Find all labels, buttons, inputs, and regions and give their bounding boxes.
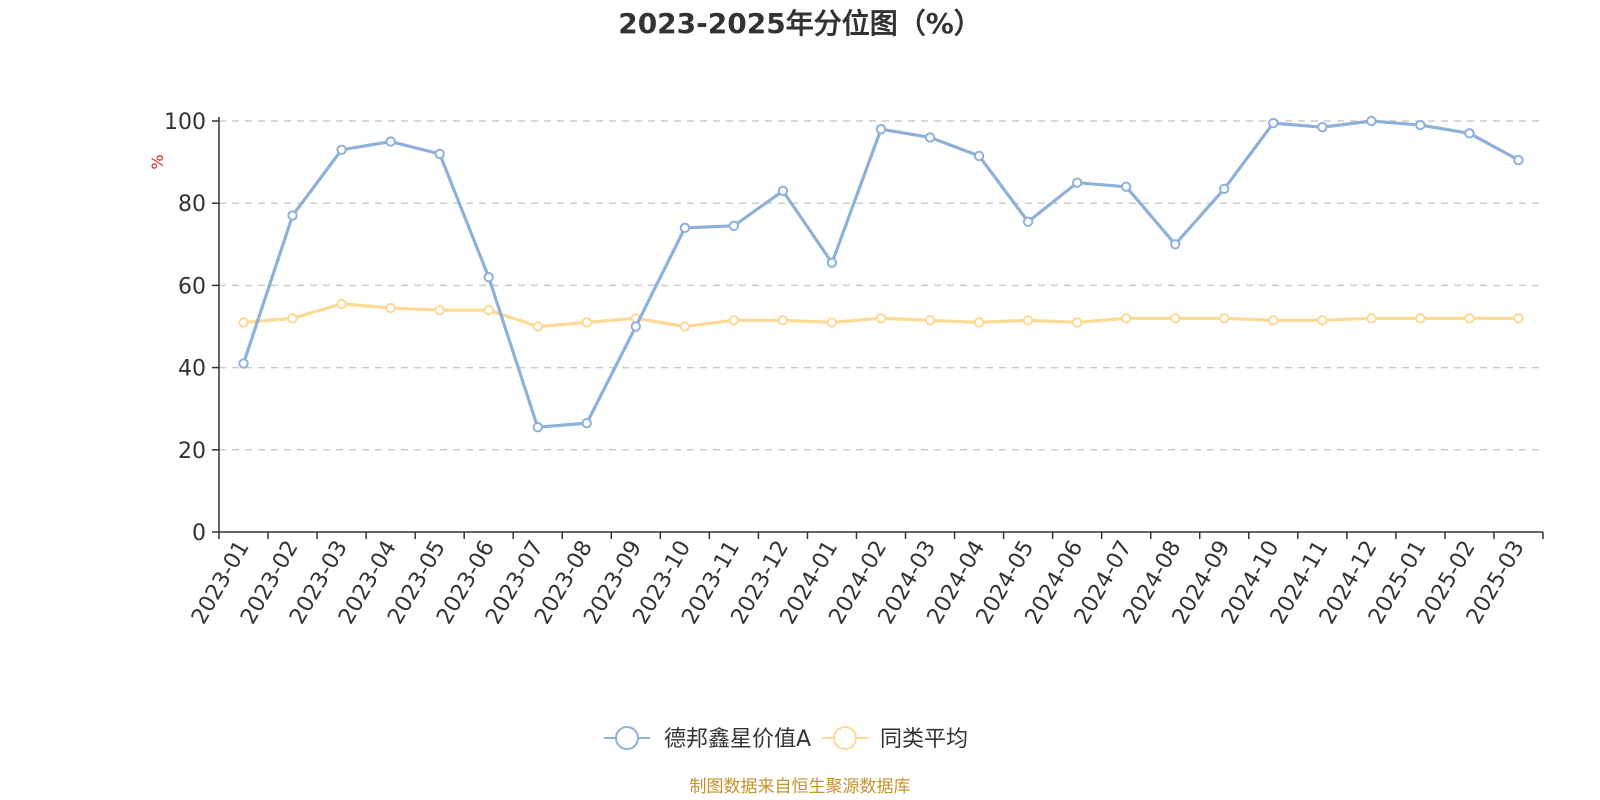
data-point <box>434 304 445 316</box>
data-point <box>728 315 740 326</box>
data-point <box>777 185 789 197</box>
series-line <box>241 119 1521 429</box>
y-tick-label: 100 <box>164 110 206 135</box>
data-point <box>434 148 445 160</box>
legend-marker <box>833 726 857 750</box>
y-tick-label: 20 <box>178 439 206 464</box>
series-lines <box>238 115 1524 433</box>
data-point <box>679 321 691 332</box>
chart-title: 2023-2025年分位图（%） <box>618 7 982 40</box>
data-point <box>385 136 396 147</box>
data-point <box>679 222 691 234</box>
legend-label: 同类平均 <box>880 727 968 752</box>
data-point <box>875 313 887 324</box>
data-point <box>875 124 887 135</box>
data-point <box>630 321 642 332</box>
axes: 0204060801002023-012023-022023-032023-04… <box>164 110 1544 629</box>
data-point <box>1120 313 1132 324</box>
data-point <box>1268 315 1279 326</box>
data-point <box>238 358 249 369</box>
y-tick-label: 0 <box>192 521 206 546</box>
data-point <box>238 317 249 328</box>
data-point <box>483 271 494 283</box>
data-point <box>1071 317 1083 328</box>
data-point <box>1219 313 1230 324</box>
data-point <box>826 317 838 328</box>
data-point <box>1317 315 1328 326</box>
data-point <box>1022 216 1034 227</box>
data-point <box>924 132 936 143</box>
data-point <box>1219 183 1230 195</box>
y-tick-label: 60 <box>178 274 206 299</box>
data-point <box>287 313 298 324</box>
data-point <box>483 304 494 316</box>
data-point <box>1120 181 1132 192</box>
data-point <box>1071 177 1083 188</box>
data-point <box>581 317 592 328</box>
data-point <box>532 421 543 433</box>
legend-marker <box>615 726 639 750</box>
data-point <box>1170 239 1181 250</box>
grid-lines <box>219 120 1543 451</box>
data-point <box>1464 128 1475 139</box>
data-point <box>1415 313 1426 324</box>
data-point <box>336 144 347 155</box>
data-point <box>1366 313 1377 324</box>
data-point <box>1022 315 1034 326</box>
data-point <box>1464 313 1475 324</box>
data-point <box>728 220 740 232</box>
data-point <box>924 315 936 326</box>
data-point <box>1513 313 1524 324</box>
y-tick-label: 80 <box>178 192 206 217</box>
data-point <box>1366 115 1377 127</box>
data-source-note: 制图数据来自恒生聚源数据库 <box>690 777 911 797</box>
data-point <box>826 257 838 268</box>
data-point <box>532 321 543 332</box>
data-point <box>1268 117 1279 129</box>
data-point <box>1170 313 1181 324</box>
data-point <box>287 210 298 221</box>
y-tick-label: 40 <box>178 357 206 382</box>
y-axis-label: % <box>148 154 167 169</box>
data-point <box>1317 121 1328 133</box>
data-point <box>973 317 985 328</box>
data-point <box>336 298 347 310</box>
data-point <box>385 302 396 314</box>
data-point <box>1513 154 1524 166</box>
data-point <box>973 150 985 162</box>
legend-label: 德邦鑫星价值A <box>664 727 811 752</box>
data-point <box>581 417 592 429</box>
data-point <box>777 315 789 326</box>
legend: 德邦鑫星价值A 同类平均 <box>604 726 968 752</box>
data-point <box>1415 119 1426 131</box>
